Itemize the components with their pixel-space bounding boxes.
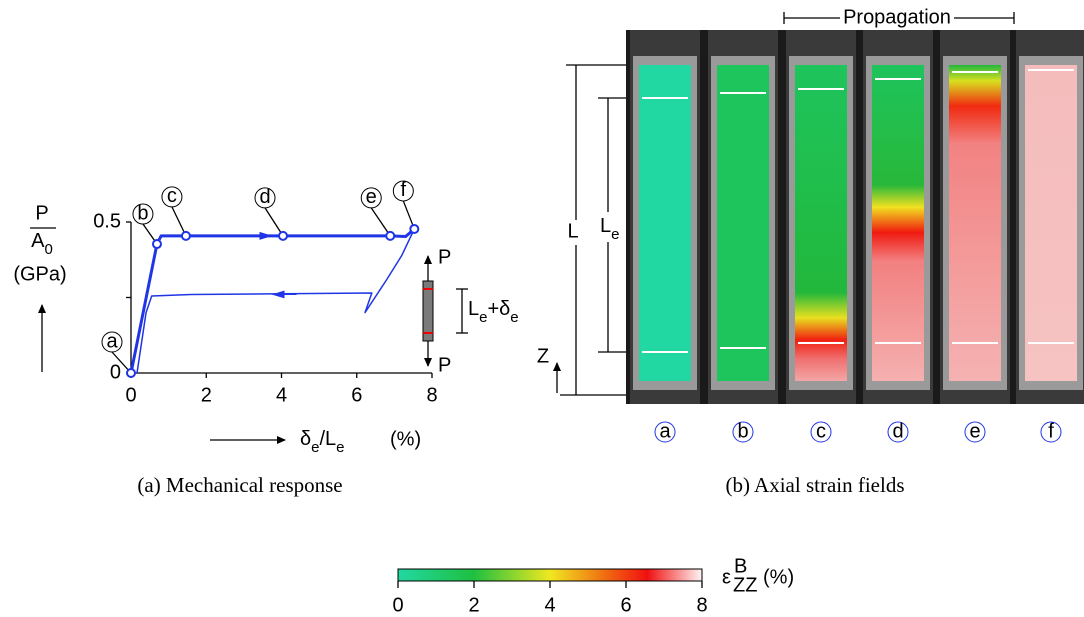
callout (254, 187, 276, 209)
caption: (a) Mechanical response (137, 473, 342, 497)
point-label: b (137, 202, 148, 224)
x-unit: (%) (390, 428, 421, 450)
point-label: d (259, 186, 270, 208)
point-marker (409, 223, 420, 234)
label-part: A (31, 230, 45, 252)
y-label: A0 (31, 230, 53, 258)
x-label: δe/Le (300, 428, 345, 456)
label-part: e (510, 309, 518, 326)
strain-field (1025, 65, 1077, 381)
point-label: e (366, 186, 377, 208)
stage-circle (810, 421, 832, 443)
load-label: P (438, 354, 451, 376)
callout (132, 203, 154, 225)
label-part: +δ (487, 298, 510, 320)
point-marker (126, 368, 136, 378)
label-part: /L (319, 428, 336, 450)
stage-circle (1040, 421, 1062, 443)
leader-line (171, 206, 187, 237)
x-tick-label: 8 (426, 384, 437, 406)
strain-field (639, 65, 691, 381)
strain-field (949, 65, 1001, 381)
y-label: P (35, 202, 48, 224)
callout (360, 187, 382, 209)
label-part: 0 (45, 241, 53, 258)
colorbar-tick-label: 8 (696, 594, 707, 616)
colorbar-tick-label: 4 (544, 594, 555, 616)
colorbar-tick-label: 6 (620, 594, 631, 616)
point-label: f (401, 179, 407, 201)
colorbar-sup: B (734, 555, 747, 577)
colorbar (397, 568, 703, 582)
label-part: L (468, 298, 479, 320)
stage-label: c (816, 420, 826, 442)
label-part: e (611, 226, 619, 243)
stage-label: a (659, 420, 671, 442)
stage-circle (654, 421, 676, 443)
stage-label: e (969, 420, 980, 442)
x-tick-label: 4 (276, 384, 287, 406)
point-marker (385, 230, 396, 241)
specimen (422, 280, 434, 342)
load-label: P (438, 246, 451, 268)
x-tick-label: 0 (125, 384, 136, 406)
colorbar-symbol: ε (722, 566, 731, 588)
colorbar-sub: ZZ (733, 574, 757, 596)
strain-field (717, 65, 769, 381)
point-label: a (106, 330, 118, 352)
z-label: Z (537, 345, 549, 367)
stage-label: f (1048, 420, 1054, 442)
y-tick-label: 0 (110, 361, 121, 383)
leader-line (264, 207, 284, 237)
point-label: c (167, 185, 177, 207)
point-marker (180, 230, 191, 241)
label-part: δ (300, 428, 311, 450)
x-tick-label: 6 (351, 384, 362, 406)
point-marker (278, 230, 289, 241)
stage-circle (887, 421, 909, 443)
label-part: e (336, 439, 344, 456)
specimen-length: Le+δe (468, 298, 519, 326)
label-part: L (600, 215, 611, 237)
series-line (136, 228, 415, 374)
propagation-label: Propagation (843, 6, 951, 28)
colorbar-unit: (%) (763, 566, 794, 588)
stage-label: b (737, 420, 748, 442)
callout (101, 331, 123, 353)
stage-circle (964, 421, 986, 443)
leader-line (402, 200, 415, 230)
gauge-length-label: Le (600, 215, 619, 243)
stage-circle (732, 421, 754, 443)
stage-label: d (892, 420, 903, 442)
colorbar-tick-label: 2 (468, 594, 479, 616)
label-part: e (479, 309, 487, 326)
x-tick-label: 2 (201, 384, 212, 406)
caption: (b) Axial strain fields (725, 473, 904, 497)
leader-line (370, 207, 391, 237)
callout (161, 186, 183, 208)
length-label: L (567, 220, 578, 242)
y-tick-label: 0.5 (93, 210, 121, 232)
callout (392, 180, 414, 202)
strain-field (795, 65, 847, 381)
y-unit: (GPa) (13, 263, 66, 285)
colorbar-tick-label: 0 (392, 594, 403, 616)
point-marker (151, 239, 162, 250)
strain-field (872, 65, 924, 381)
label-part: e (311, 439, 319, 456)
